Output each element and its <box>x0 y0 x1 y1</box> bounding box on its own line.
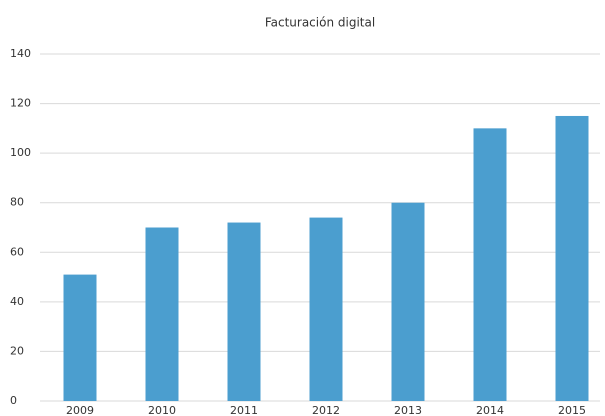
bar <box>63 274 97 401</box>
bar <box>309 217 343 401</box>
bar <box>391 202 425 401</box>
bar <box>555 115 589 401</box>
y-tick-label: 100 <box>10 146 31 159</box>
bar <box>227 222 261 401</box>
x-tick-label: 2014 <box>476 404 504 416</box>
y-tick-label: 20 <box>10 344 24 357</box>
y-tick-label: 40 <box>10 295 24 308</box>
chart-title: Facturación digital <box>265 16 375 30</box>
x-tick-label: 2011 <box>230 404 258 416</box>
x-tick-label: 2009 <box>66 404 94 416</box>
y-tick-label: 60 <box>10 245 24 258</box>
bar <box>473 128 507 401</box>
x-tick-label: 2013 <box>394 404 422 416</box>
x-tick-label: 2010 <box>148 404 176 416</box>
y-tick-label: 80 <box>10 196 24 209</box>
y-tick-label: 140 <box>10 47 31 60</box>
y-tick-label: 0 <box>10 394 17 407</box>
x-tick-label: 2012 <box>312 404 340 416</box>
y-tick-label: 120 <box>10 97 31 110</box>
bar <box>145 227 179 401</box>
x-tick-label: 2015 <box>558 404 586 416</box>
